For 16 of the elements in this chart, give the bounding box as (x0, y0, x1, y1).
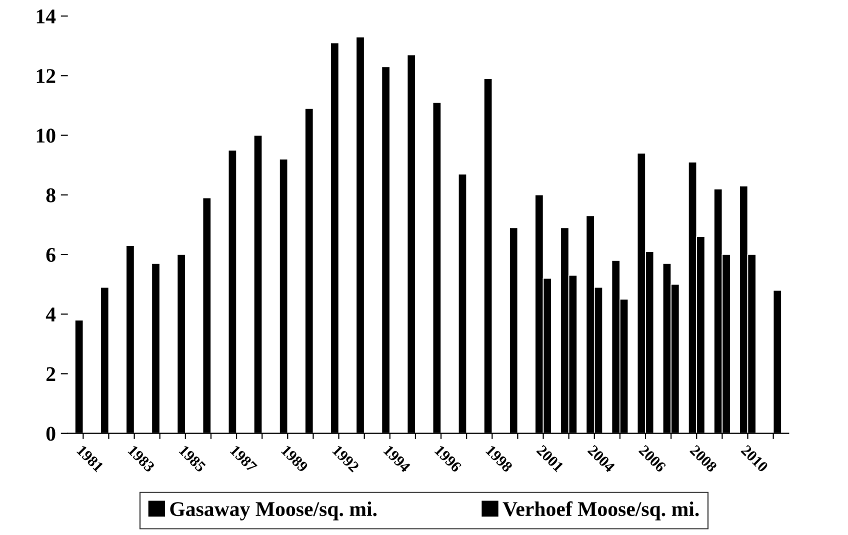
y-tick-label: 12 (36, 69, 56, 83)
y-tick-label: 2 (46, 367, 56, 381)
y-tick-label: 14 (36, 10, 56, 24)
x-tick-label: 1987 (230, 444, 258, 473)
y-tick-label: 6 (46, 248, 56, 262)
y-tick-label: 10 (36, 128, 56, 143)
x-tick-label: 1998 (485, 444, 514, 473)
y-tick-label: 0 (46, 426, 56, 441)
x-tick-label: 1996 (434, 444, 462, 473)
x-tick-label: 1983 (128, 444, 156, 473)
x-tick-label: 1989 (280, 444, 309, 473)
y-tick-label: 4 (46, 308, 56, 322)
legend-label: Gasaway Moose/sq. mi. (170, 501, 377, 520)
y-tick-label: 8 (46, 188, 56, 202)
legend-label: Verhoef Moose/sq. mi. (502, 501, 699, 520)
x-tick-label: 1985 (178, 444, 206, 473)
